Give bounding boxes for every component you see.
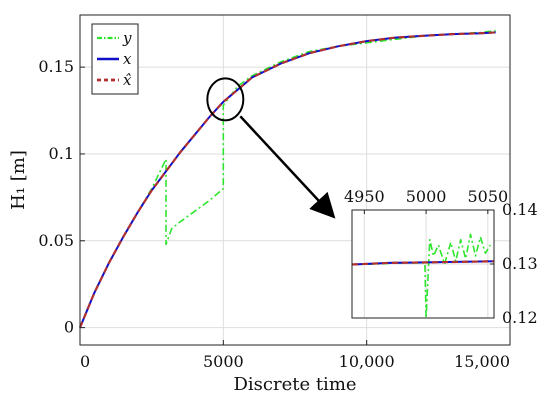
inset-x-tick-label: 5000: [406, 187, 447, 206]
zoom-arrow: [239, 115, 336, 219]
series-line-x̂: [78, 31, 496, 329]
y-axis-label: H₁ [m]: [8, 150, 29, 210]
x-tick-label: 5000: [203, 352, 244, 371]
x-tick-label: 10,000: [339, 352, 395, 371]
inset-series-line-y: [351, 233, 491, 319]
x-tick-label: 15,000: [454, 352, 510, 371]
y-tick-label: 0.15: [38, 57, 74, 76]
series-line-y: [79, 29, 496, 328]
inset-x-tick-label: 4950: [344, 187, 385, 206]
inset-series-line-x̂: [351, 260, 495, 266]
legend-items: yx x̂: [97, 29, 132, 89]
x-tick-label: 0: [80, 352, 90, 371]
legend-label: x̂: [123, 71, 132, 89]
y-tick-label: 0.1: [49, 144, 74, 163]
inset-x-tick-label: 5050: [467, 187, 508, 206]
inset-y-tick-label: 0.14: [502, 200, 538, 219]
x-axis-label: Discrete time: [233, 374, 356, 395]
main-plot-frame: [79, 14, 511, 346]
zoom-region-ellipse: [206, 77, 245, 122]
inset-y-tick-label: 0.13: [502, 254, 538, 273]
inset-y-tick-label: 0.12: [502, 308, 538, 327]
main-series: [78, 29, 496, 329]
inset-series: [351, 233, 495, 319]
inset-chart: 4950 5000 5050 0.12 0.13 0.14: [344, 187, 538, 327]
legend: yx x̂: [91, 23, 139, 95]
y-tick-label: 0: [64, 318, 74, 337]
main-ticks: 0 5000 10,000 15,000 0 0.05 0.1 0.15: [38, 57, 511, 371]
y-tick-label: 0.05: [38, 231, 74, 250]
legend-label: y: [122, 29, 132, 47]
legend-label: x: [123, 50, 132, 68]
inset-ticks: 4950 5000 5050 0.12 0.13 0.14: [344, 187, 538, 327]
